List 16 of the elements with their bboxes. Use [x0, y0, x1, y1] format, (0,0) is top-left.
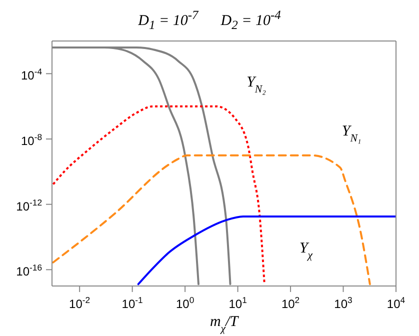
x-tick-label: 10$^{3}$ [334, 295, 353, 311]
x-axis-title: m$_{χ}$/T [210, 314, 240, 335]
x-tick-label: 10$^{4}$ [386, 295, 406, 311]
x-tick-label: 10$^{2}$ [281, 295, 300, 311]
y-tick-label: 10$^{-8}$ [20, 132, 42, 148]
chart-title: D$_{1}$ = 10$^{-7}$ D$_{2}$ = 10$^{-4}$ [138, 8, 281, 32]
y-tick-label: 10$^{-16}$ [16, 262, 42, 279]
x-tick-label: 10$^{1}$ [228, 295, 248, 311]
x-tick-label: 10$^{-1}$ [122, 295, 144, 311]
x-tick-label: 10$^{-2}$ [69, 295, 90, 311]
y-tick-label: 10$^{-4}$ [20, 66, 42, 83]
x-tick-label: 10$^{0}$ [176, 295, 194, 311]
series-label: Y$_{N₂}$ [246, 74, 266, 96]
series-label: Y$_{N₁}$ [342, 123, 362, 144]
y-tick-label: 10$^{-12}$ [16, 197, 42, 214]
series-label: Y$_{χ}$ [299, 240, 313, 262]
